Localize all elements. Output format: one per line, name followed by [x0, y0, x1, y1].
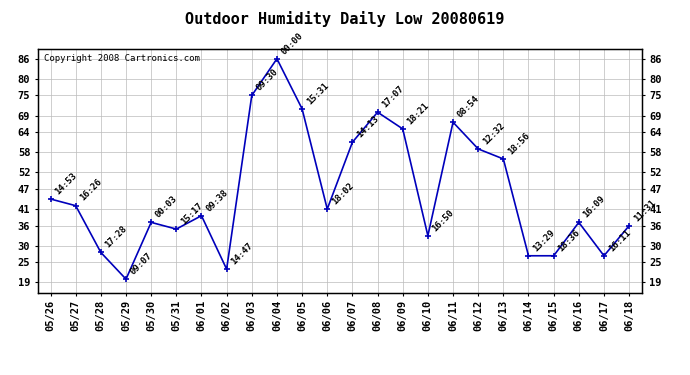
Text: 08:54: 08:54	[456, 94, 481, 119]
Text: 15:17: 15:17	[179, 201, 204, 226]
Text: 11:31: 11:31	[632, 198, 658, 223]
Text: 14:53: 14:53	[53, 171, 79, 196]
Text: 17:28: 17:28	[104, 224, 129, 250]
Text: 09:38: 09:38	[204, 188, 230, 213]
Text: 18:21: 18:21	[406, 101, 431, 126]
Text: 16:26: 16:26	[79, 177, 103, 203]
Text: 17:07: 17:07	[380, 84, 406, 110]
Text: 18:02: 18:02	[330, 181, 355, 206]
Text: 14:47: 14:47	[229, 241, 255, 266]
Text: 18:56: 18:56	[506, 131, 531, 156]
Text: 09:30: 09:30	[255, 68, 280, 93]
Text: 16:50: 16:50	[431, 208, 456, 233]
Text: 16:09: 16:09	[582, 194, 607, 220]
Text: 18:36: 18:36	[556, 228, 582, 253]
Text: 00:03: 00:03	[154, 194, 179, 220]
Text: 00:00: 00:00	[279, 31, 305, 56]
Text: Copyright 2008 Cartronics.com: Copyright 2008 Cartronics.com	[44, 54, 200, 63]
Text: 16:11: 16:11	[607, 228, 632, 253]
Text: 13:29: 13:29	[531, 228, 557, 253]
Text: 14:13: 14:13	[355, 114, 381, 140]
Text: 12:32: 12:32	[481, 121, 506, 146]
Text: Outdoor Humidity Daily Low 20080619: Outdoor Humidity Daily Low 20080619	[186, 11, 504, 27]
Text: 09:07: 09:07	[129, 251, 154, 276]
Text: 15:31: 15:31	[305, 81, 331, 106]
